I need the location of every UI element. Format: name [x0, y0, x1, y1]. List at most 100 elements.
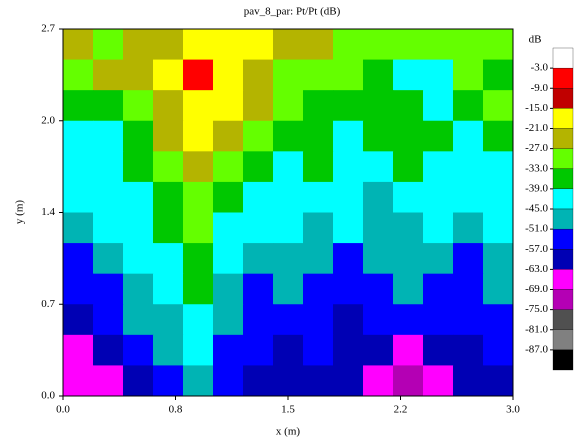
heatmap-cell [213, 181, 244, 213]
heatmap-cell [273, 212, 304, 244]
heatmap-cell [123, 365, 154, 397]
heatmap-cell [333, 334, 364, 366]
heatmap-cell [213, 90, 244, 122]
heatmap-cell [483, 151, 514, 183]
heatmap-cell [303, 120, 334, 152]
heatmap-cell [63, 29, 94, 61]
heatmap-cell [333, 365, 364, 397]
colorbar-swatch [552, 249, 574, 270]
heatmap-cell [483, 365, 514, 397]
heatmap-cell [303, 243, 334, 275]
heatmap-cell [63, 273, 94, 305]
heatmap-cell [153, 334, 184, 366]
colorbar-swatch [552, 108, 574, 129]
colorbar-swatch [552, 188, 574, 210]
y-tick-label: 2.0 [41, 114, 55, 126]
y-tick-label: 0.7 [41, 298, 55, 310]
heatmap-cell [123, 304, 154, 336]
heatmap-cell [393, 181, 424, 213]
heatmap-cell [153, 181, 184, 213]
heatmap-cell [183, 212, 214, 244]
heatmap-cell [423, 151, 454, 183]
heatmap-cell [303, 90, 334, 122]
heatmap-cell [213, 212, 244, 244]
heatmap-cell [183, 243, 214, 275]
heatmap-cell [63, 59, 94, 91]
heatmap-cell [453, 243, 484, 275]
heatmap-cell [273, 59, 304, 91]
colorbar-swatch [552, 148, 574, 169]
heatmap-cell [213, 243, 244, 275]
heatmap-cell [123, 243, 154, 275]
heatmap-cell [483, 59, 514, 91]
heatmap-cell [453, 304, 484, 336]
colorbar-label: -51.0 [525, 223, 548, 235]
heatmap-cell [243, 59, 274, 91]
heatmap-cell [183, 151, 214, 183]
heatmap-cell [63, 212, 94, 244]
heatmap-cell [483, 334, 514, 366]
heatmap-cell [273, 365, 304, 397]
heatmap-cell [273, 304, 304, 336]
heatmap-cell [303, 365, 334, 397]
heatmap-cell [243, 365, 274, 397]
colorbar-swatch [552, 88, 574, 109]
colorbar-label: -39.0 [525, 182, 548, 194]
heatmap-cell [213, 334, 244, 366]
heatmap-cell [363, 243, 394, 275]
heatmap-cell [303, 212, 334, 244]
heatmap-cell [123, 334, 154, 366]
heatmap-cell [63, 90, 94, 122]
colorbar-label: -9.0 [531, 82, 549, 94]
colorbar-label: -21.0 [525, 122, 548, 134]
heatmap-cell [273, 334, 304, 366]
colorbar-swatch [552, 47, 574, 69]
heatmap-cell [273, 29, 304, 61]
heatmap-cell [453, 120, 484, 152]
heatmap-cell [363, 334, 394, 366]
heatmap-cell [333, 304, 364, 336]
heatmap-cell [93, 151, 124, 183]
heatmap-cell [423, 365, 454, 397]
heatmap-cell [393, 29, 424, 61]
heatmap-cell [333, 243, 364, 275]
heatmap-cell [63, 334, 94, 366]
heatmap-cell [243, 243, 274, 275]
heatmap-cell [243, 334, 274, 366]
heatmap-cell [153, 273, 184, 305]
colorbar-swatch [552, 208, 574, 230]
heatmap-cell [213, 304, 244, 336]
heatmap-cell [303, 181, 334, 213]
colorbar-label: -27.0 [525, 142, 548, 154]
heatmap-cell [63, 243, 94, 275]
heatmap-cell [123, 29, 154, 61]
heatmap-cell [483, 243, 514, 275]
colorbar-label: -3.0 [531, 62, 549, 74]
heatmap-cell [483, 181, 514, 213]
heatmap-cell [123, 151, 154, 183]
colorbar-label: -69.0 [525, 283, 548, 295]
colorbar-swatch [552, 329, 574, 351]
heatmap-cell [93, 29, 124, 61]
heatmap-cell [183, 59, 214, 91]
heatmap-cell [93, 304, 124, 336]
y-tick-label: 0.0 [41, 390, 55, 402]
heatmap-cell [273, 273, 304, 305]
heatmap-cell [63, 304, 94, 336]
heatmap-cell [123, 181, 154, 213]
heatmap-cell [483, 304, 514, 336]
heatmap-cell [243, 181, 274, 213]
heatmap-cell [363, 151, 394, 183]
colorbar-label: -57.0 [525, 243, 548, 255]
heatmap-cell [363, 365, 394, 397]
heatmap-cell [333, 151, 364, 183]
heatmap-cell [93, 90, 124, 122]
heatmap-cell [333, 29, 364, 61]
heatmap-cell [333, 181, 364, 213]
chart-title: pav_8_par: Pt/Pt (dB) [244, 6, 341, 18]
y-axis-label: y (m) [14, 200, 26, 224]
heatmap-cell [273, 243, 304, 275]
y-tick-label: 1.4 [41, 206, 55, 218]
heatmap-cell [483, 120, 514, 152]
x-tick-label: 0.0 [56, 404, 70, 416]
